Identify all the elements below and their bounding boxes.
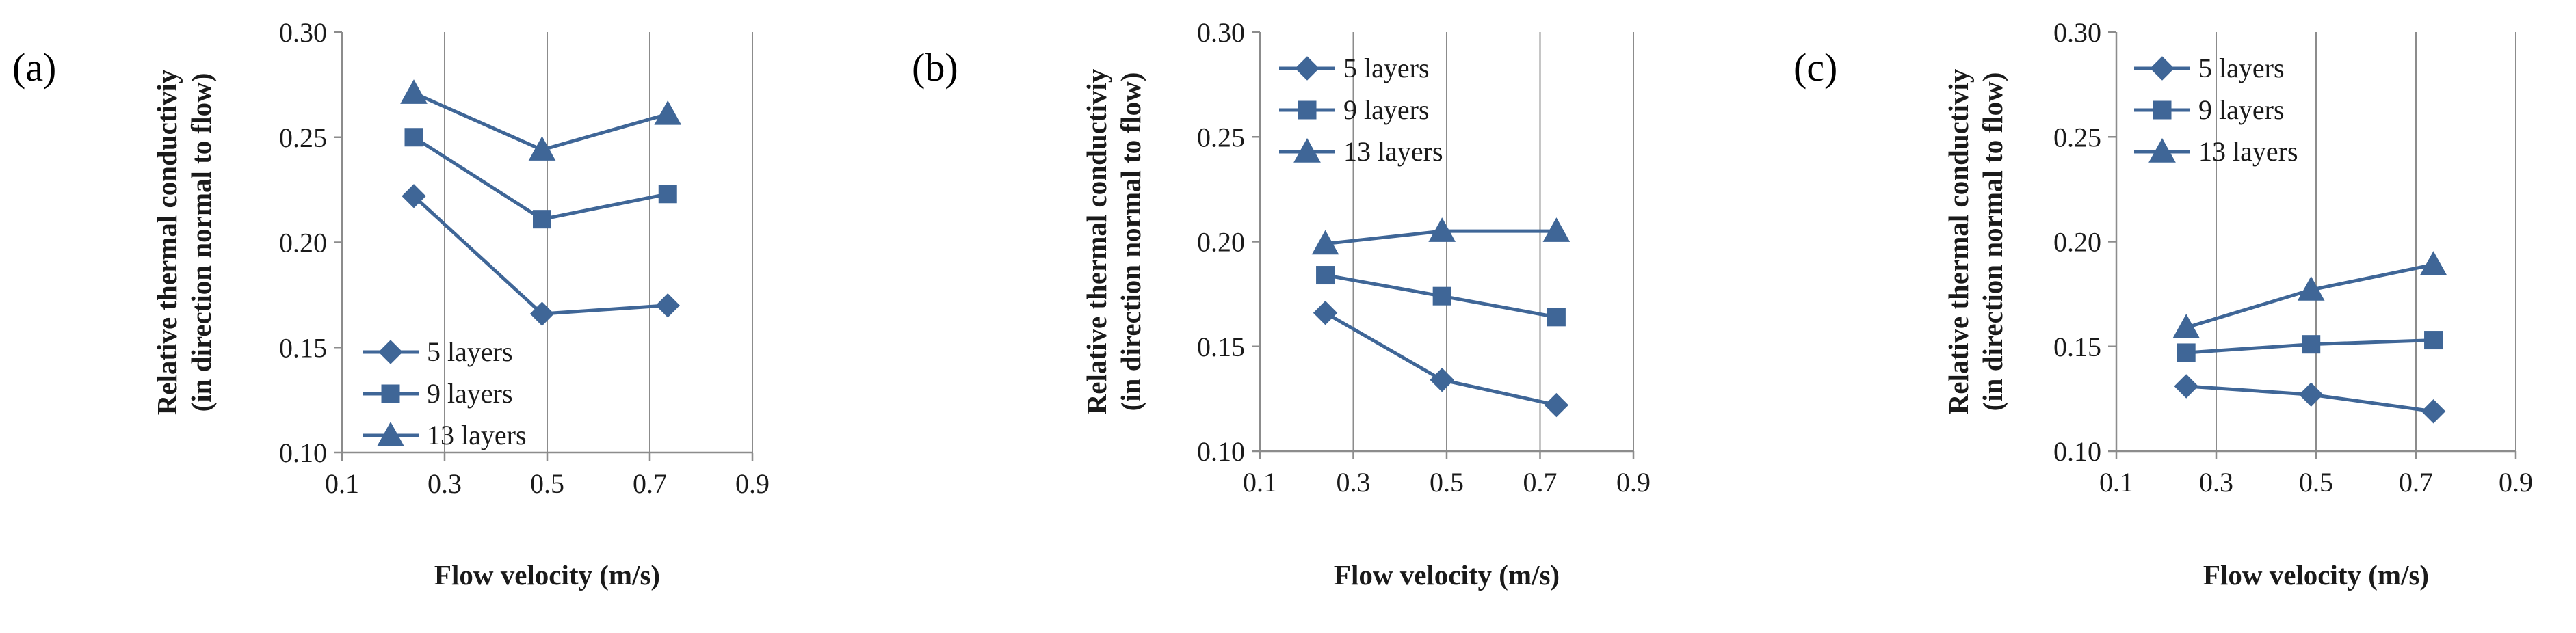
- legend-marker-diamond: [2150, 56, 2174, 81]
- y-axis-title-line: (in direction normal to flow): [185, 73, 217, 412]
- x-axis-title: Flow velocity (m/s): [1334, 559, 1560, 591]
- legend-label: 9 layers: [1343, 94, 1430, 125]
- data-point-square: [1316, 266, 1335, 285]
- legend-marker-square: [381, 384, 400, 403]
- data-point-diamond: [2421, 399, 2446, 424]
- y-axis-title-line: Relative thermal conductiviy: [151, 69, 183, 415]
- chart-a-svg: (a) 0.10 0.15 0.20 0.25 0.30 0.1 0.3 0.5 0.7 0.9 Fl…: [12, 17, 770, 591]
- x-tick-label: 0.9: [2499, 467, 2533, 498]
- x-tick-label: 0.1: [1243, 467, 1277, 498]
- data-point-triangle: [1311, 230, 1339, 255]
- x-tick-label: 0.7: [2399, 467, 2433, 498]
- chart-c-svg: (c) 0.10 0.15 0.20 0.25 0.30 0.1 0.3 0.5 0.7 0.9 Fl…: [1793, 17, 2533, 591]
- legend-label: 13 layers: [2198, 136, 2298, 167]
- data-point-triangle: [400, 79, 428, 104]
- panel-label: (a): [12, 45, 56, 90]
- data-point-triangle: [1542, 217, 1570, 242]
- y-axis-title-line: Relative thermal conductiviy: [1081, 68, 1112, 414]
- data-point-square: [1432, 286, 1451, 306]
- x-axis-title: Flow velocity (m/s): [434, 559, 660, 591]
- data-point-triangle: [2419, 251, 2447, 275]
- data-point-triangle: [2172, 314, 2200, 338]
- y-tick-label: 0.25: [2053, 122, 2101, 152]
- legend-label: 13 layers: [1343, 136, 1443, 167]
- legend-label: 13 layers: [427, 420, 527, 450]
- x-tick-label: 0.1: [325, 468, 359, 499]
- panel-label: (b): [912, 45, 958, 90]
- x-tick-label: 0.7: [633, 468, 667, 499]
- legend-marker-triangle: [377, 421, 404, 446]
- panel-label: (c): [1793, 45, 1837, 90]
- data-point-square: [533, 210, 551, 229]
- x-axis-title: Flow velocity (m/s): [2203, 559, 2429, 591]
- data-point-square: [1547, 308, 1566, 327]
- data-point-diamond: [2174, 374, 2198, 399]
- data-point-diamond: [402, 184, 426, 208]
- y-tick-label: 0.10: [279, 437, 327, 468]
- data-point-square: [2424, 331, 2443, 350]
- data-point-square: [2302, 335, 2321, 354]
- legend-marker-triangle: [1293, 137, 1321, 163]
- data-point-triangle: [654, 100, 682, 125]
- x-tick-label: 0.3: [428, 468, 462, 499]
- x-tick-label: 0.9: [1616, 467, 1651, 498]
- x-tick-label: 0.3: [2199, 467, 2233, 498]
- y-tick-label: 0.10: [2053, 436, 2101, 467]
- chart-b-svg: (b) 0.10 0.15 0.20 0.25 0.30 0.1 0.3 0.5 0.7 0.9 Fl…: [912, 17, 1651, 591]
- y-tick-label: 0.25: [279, 122, 327, 153]
- x-tick-label: 0.3: [1337, 467, 1371, 498]
- data-point-square: [658, 185, 677, 204]
- data-point-diamond: [655, 293, 680, 318]
- y-axis-title-line: (in direction normal to flow): [1115, 72, 1146, 412]
- legend-label: 5 layers: [1343, 53, 1430, 83]
- legend-marker-square: [1298, 100, 1317, 120]
- chart-panel-b: (b) 0.10 0.15 0.20 0.25 0.30 0.1 0.3 0.5 0.7 0.9 Fl…: [858, 0, 1717, 633]
- legend-marker-diamond: [1295, 56, 1319, 81]
- data-point-diamond: [1430, 368, 1454, 392]
- chart-panel-a: (a) 0.10 0.15 0.20 0.25 0.30 0.1 0.3 0.5 0.7 0.9 Fl…: [0, 0, 858, 633]
- series-line-5-layers: [1324, 311, 1557, 407]
- x-tick-label: 0.7: [1523, 467, 1558, 498]
- y-tick-label: 0.15: [1197, 332, 1245, 362]
- legend-label: 9 layers: [2198, 94, 2285, 125]
- y-tick-label: 0.20: [2053, 227, 2101, 258]
- y-axis-title-line: (in direction normal to flow): [1977, 72, 2008, 412]
- data-point-diamond: [529, 301, 555, 326]
- data-point-triangle: [2297, 275, 2325, 301]
- legend-marker-triangle: [2148, 137, 2176, 163]
- data-point-diamond: [1544, 392, 1569, 418]
- y-tick-label: 0.20: [279, 228, 327, 258]
- y-tick-label: 0.30: [1197, 17, 1245, 48]
- y-tick-label: 0.30: [2053, 17, 2101, 48]
- data-point-triangle: [1428, 217, 1456, 242]
- y-tick-label: 0.15: [279, 332, 327, 363]
- y-tick-label: 0.20: [1197, 227, 1245, 258]
- data-point-square: [404, 128, 423, 147]
- legend-label: 5 layers: [427, 336, 513, 367]
- x-tick-label: 0.9: [735, 468, 770, 499]
- data-point-square: [2177, 343, 2196, 362]
- data-point-diamond: [2298, 382, 2324, 407]
- y-tick-label: 0.25: [1197, 122, 1245, 152]
- y-tick-label: 0.15: [2053, 332, 2101, 362]
- x-tick-label: 0.5: [1430, 467, 1464, 498]
- x-tick-label: 0.5: [530, 468, 564, 499]
- y-tick-label: 0.10: [1197, 436, 1245, 467]
- y-tick-label: 0.30: [279, 17, 327, 48]
- x-tick-label: 0.1: [2099, 467, 2133, 498]
- data-point-diamond: [1313, 301, 1338, 325]
- legend-label: 9 layers: [427, 378, 513, 409]
- chart-panel-c: (c) 0.10 0.15 0.20 0.25 0.30 0.1 0.3 0.5 0.7 0.9 Fl…: [1717, 0, 2575, 633]
- legend-label: 5 layers: [2198, 53, 2285, 83]
- y-axis-title-line: Relative thermal conductiviy: [1943, 68, 1974, 414]
- data-point-triangle: [528, 136, 556, 161]
- x-tick-label: 0.5: [2299, 467, 2333, 498]
- legend-marker-square: [2153, 100, 2172, 120]
- legend-marker-diamond: [378, 340, 403, 364]
